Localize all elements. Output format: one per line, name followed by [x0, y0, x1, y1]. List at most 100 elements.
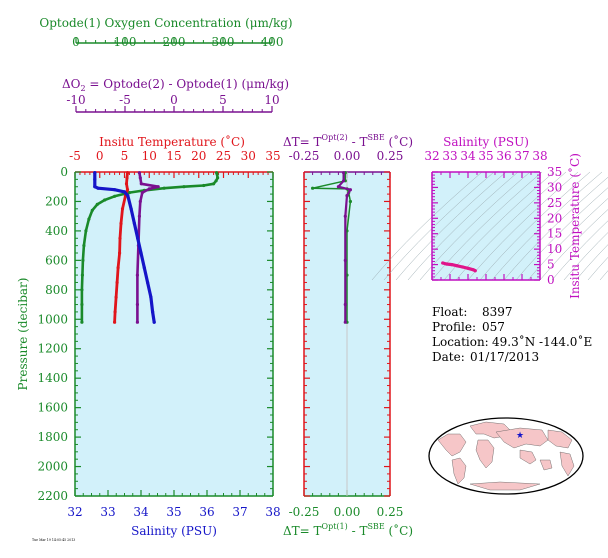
salinity-series-point	[129, 207, 133, 211]
temperature-axis-tick-label: 10	[142, 149, 157, 163]
density-contour	[407, 171, 519, 281]
pressure-tick-label: 200	[45, 194, 68, 208]
temperature-series-point	[113, 310, 117, 314]
temperature-series-point	[125, 188, 130, 192]
salinity-series-point	[149, 295, 153, 299]
oxygen-axis-title: Optode(1) Oxygen Concentration (μm/kg)	[39, 16, 292, 30]
ts-temp-tick-label: 30	[547, 180, 562, 194]
oxygen-series-point	[113, 194, 117, 198]
float-location-marker: ★	[516, 431, 524, 441]
density-contour	[467, 171, 579, 281]
ts-temp-tick-label: 10	[547, 242, 562, 256]
temperature-series-point	[113, 320, 117, 324]
delta-t-bottom-axis-tick-label: 0.00	[334, 505, 361, 519]
delta-t-opt1-series-point	[311, 186, 315, 190]
ts-salinity-axis-tick-label: 36	[496, 149, 511, 163]
delta-t-opt2-series-point	[348, 188, 352, 192]
ts-temp-tick-label: 15	[547, 227, 562, 241]
density-contour	[443, 171, 555, 281]
oxygen-series-point	[214, 179, 218, 183]
oxygen-axis-tick-label: 0	[72, 35, 80, 49]
oxygen-series-point	[90, 208, 94, 212]
delta-t-top-axis-tick-label: 0.25	[377, 149, 404, 163]
density-contour	[527, 198, 608, 281]
oxygen-series-point	[80, 320, 84, 324]
profile-value: 057	[482, 320, 505, 334]
density-contour	[563, 232, 608, 281]
oxygen-legend-axis: 0 100 200 300 400	[72, 35, 283, 49]
density-contour	[539, 209, 608, 281]
temperature-series-point	[118, 236, 122, 240]
ts-temp-tick-label: 20	[547, 211, 562, 225]
temperature-series-point	[114, 295, 118, 299]
salinity-series-point	[122, 190, 127, 194]
salinity-series-point	[93, 171, 97, 175]
delta-t-bottom-axis-tick-label: 0.25	[377, 505, 404, 519]
delta-o2-axis-tick-label: -5	[119, 93, 131, 107]
pressure-axis-title: Pressure (decibar)	[16, 278, 30, 391]
ts-salinity-axis-tick-label: 38	[532, 149, 547, 163]
date-label: Date:	[432, 350, 465, 364]
density-contour	[599, 270, 608, 281]
ts-series-point	[455, 264, 459, 268]
ts-salinity-axis-tick-label: 35	[478, 149, 493, 163]
location-value: 49.3˚N -144.0˚E	[492, 334, 592, 349]
delta-t-top-axis-tick-label: -0.25	[289, 149, 320, 163]
pressure-tick-label: 2200	[37, 489, 68, 503]
ts-series-point	[441, 261, 445, 265]
delta-o2-axis-tick-label: 10	[264, 93, 279, 107]
oxygen-series-point	[212, 182, 216, 186]
oxygen-series-point	[182, 185, 186, 189]
salinity-series-point	[136, 236, 140, 240]
delta-o2-series-point	[147, 187, 151, 191]
delta-t-opt2-title: ΔT= TOpt(2) - TSBE (˚C)	[283, 133, 413, 149]
pressure-tick-label: 1600	[37, 401, 68, 415]
oxygen-axis-tick-label: 400	[261, 35, 284, 49]
delta-t-bottom-axis-tick-label: -0.25	[289, 505, 320, 519]
pressure-tick-label: 2000	[37, 460, 68, 474]
oxygen-series-point	[95, 202, 99, 206]
delta-o2-series-point	[140, 191, 144, 195]
salinity-series-point	[132, 221, 136, 226]
pressure-tick-label: 1400	[37, 371, 68, 385]
delta-t-opt2-series-point	[343, 302, 347, 307]
salinity-series-point	[142, 266, 146, 270]
delta-o2-series-point	[137, 171, 141, 175]
delta-t-series	[311, 171, 352, 324]
temperature-axis-tick-label: 15	[166, 149, 181, 163]
date-value: 01/17/2013	[470, 350, 539, 364]
pressure-tick-label: 1200	[37, 342, 68, 356]
salinity-axis-tick-label: 36	[199, 505, 214, 519]
density-contour	[515, 187, 608, 281]
salinity-axis-tick-label: 32	[67, 505, 82, 519]
oxygen-series-point	[80, 288, 84, 292]
salinity-series-point	[146, 280, 150, 285]
delta-t-opt2-series-point	[345, 194, 349, 198]
oxygen-series-point	[103, 198, 107, 202]
salinity-axis-title: Salinity (PSU)	[131, 524, 217, 538]
ts-salinity-title: Salinity (PSU)	[443, 135, 529, 149]
pressure-tick-label: 400	[45, 224, 68, 238]
temperature-series-point	[119, 221, 123, 226]
salinity-series-point	[96, 186, 100, 190]
oxygen-series-point	[87, 217, 91, 221]
delta-t-opt2-series-point	[343, 320, 347, 324]
ts-density-contours	[371, 171, 608, 281]
salinity-series-point	[113, 188, 117, 192]
ts-salinity-axis-tick-label: 37	[514, 149, 529, 163]
temperature-axis-tick-label: 0	[96, 149, 104, 163]
ts-plot-area	[432, 172, 540, 280]
ts-series-point	[461, 265, 465, 269]
delta-o2-series-point	[156, 185, 160, 189]
density-contour	[551, 220, 608, 281]
delta-o2-series-point	[135, 273, 139, 277]
delta-o2-series-point	[135, 320, 139, 324]
salinity-series-point	[93, 185, 97, 189]
delta-o2-series-point	[138, 176, 142, 180]
pressure-tick-label: 800	[45, 283, 68, 297]
delta-t-opt2-series-point	[336, 185, 340, 189]
delta-t-opt2-series-point	[342, 179, 346, 183]
delta-t-opt2-series-point	[342, 171, 346, 175]
